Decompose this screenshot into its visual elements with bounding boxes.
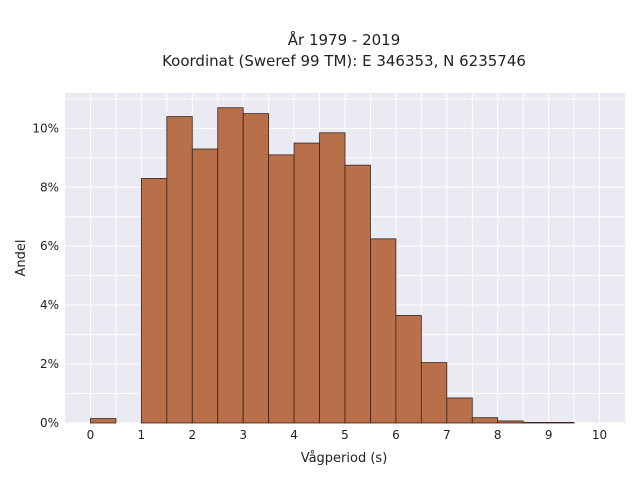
chart-subtitle: Koordinat (Sweref 99 TM): E 346353, N 62… xyxy=(162,52,526,70)
y-tick-label: 2% xyxy=(40,357,59,371)
histogram-bar xyxy=(268,154,295,424)
histogram-bar xyxy=(522,422,550,424)
y-tick-label: 6% xyxy=(40,239,59,253)
x-tick-label: 4 xyxy=(290,428,298,442)
x-tick-label: 6 xyxy=(392,428,400,442)
histogram-bar xyxy=(191,148,219,424)
histogram-bar xyxy=(497,420,524,424)
y-tick-label: 8% xyxy=(40,180,59,194)
x-tick-label: 0 xyxy=(87,428,95,442)
histogram-bar xyxy=(166,116,193,424)
histogram-bar xyxy=(471,417,499,424)
histogram-bar xyxy=(242,113,270,424)
histogram-bar xyxy=(548,422,575,424)
histogram-bar xyxy=(420,362,448,424)
histogram-bar xyxy=(140,178,168,424)
histogram-bar xyxy=(293,142,320,424)
y-tick-label: 0% xyxy=(40,416,59,430)
x-tick-label: 2 xyxy=(188,428,196,442)
y-axis-ticks: 0% 2% 4% 6% 8% 10% xyxy=(32,121,59,430)
histogram-bar xyxy=(446,397,473,424)
x-tick-label: 8 xyxy=(494,428,502,442)
x-tick-label: 3 xyxy=(239,428,247,442)
histogram-bar xyxy=(395,315,422,424)
x-axis-label: Vågperiod (s) xyxy=(301,451,388,466)
histogram-bar xyxy=(344,164,371,424)
histogram-bar xyxy=(319,132,346,424)
histogram-bar xyxy=(90,418,117,424)
x-tick-label: 9 xyxy=(545,428,553,442)
x-tick-label: 1 xyxy=(138,428,146,442)
x-tick-label: 10 xyxy=(592,428,607,442)
y-tick-label: 10% xyxy=(32,121,59,135)
x-tick-label: 7 xyxy=(443,428,451,442)
y-tick-label: 4% xyxy=(40,298,59,312)
bars-group xyxy=(90,107,575,424)
y-axis-label: Andel xyxy=(14,240,29,277)
x-axis-ticks: 0 1 2 3 4 5 6 7 8 9 10 xyxy=(87,428,608,442)
histogram-bar xyxy=(217,107,244,424)
x-tick-label: 5 xyxy=(341,428,349,442)
histogram-bar xyxy=(370,238,397,424)
chart-title: År 1979 - 2019 xyxy=(288,30,401,49)
